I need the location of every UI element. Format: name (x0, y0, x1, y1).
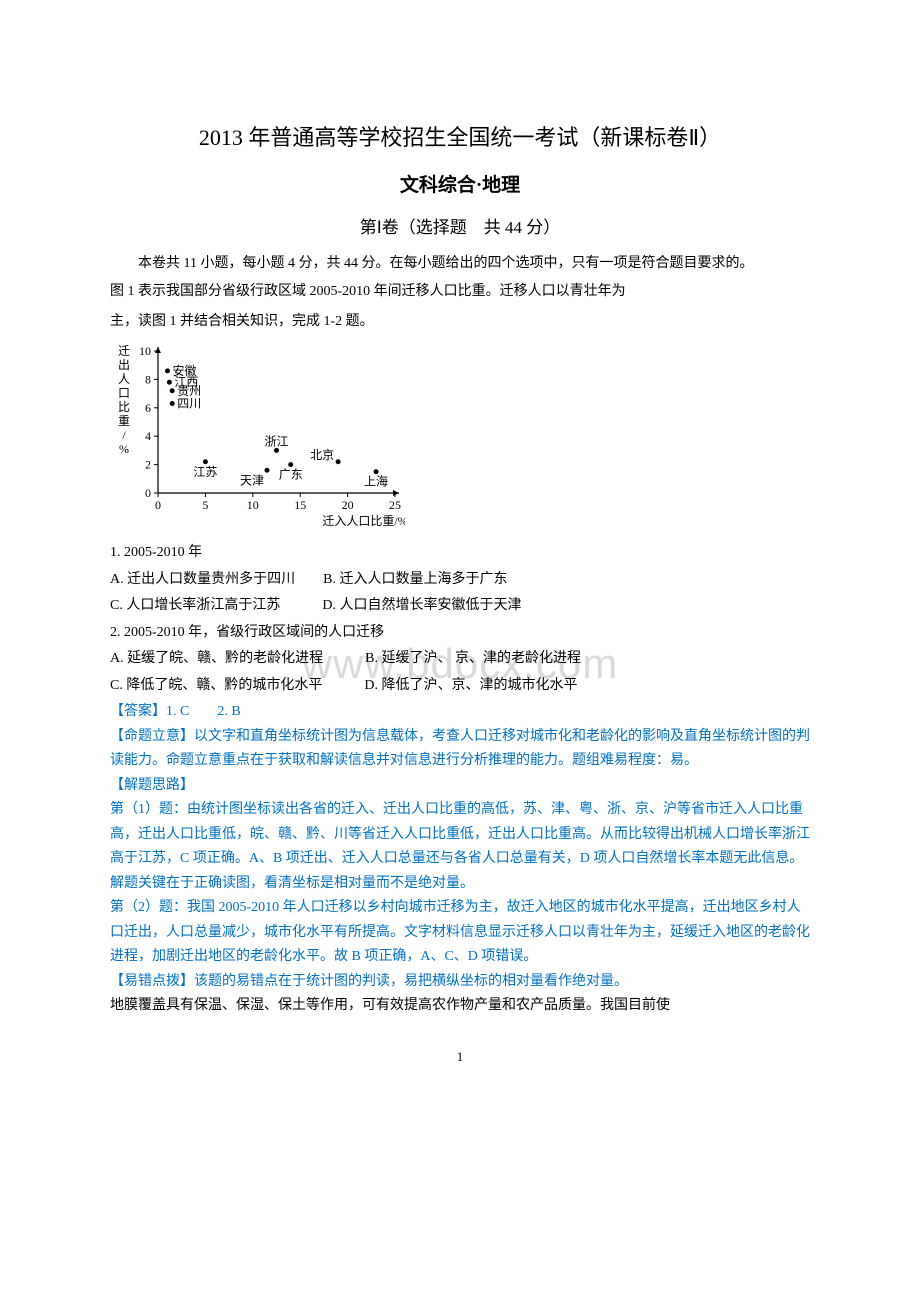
svg-text:6: 6 (145, 401, 151, 415)
svg-text:上海: 上海 (364, 474, 388, 489)
svg-text:人: 人 (118, 372, 130, 386)
q1-stem: 1. 2005-2010 年 (110, 541, 810, 566)
svg-text:10: 10 (139, 344, 151, 358)
q2-option-ab: A. 延缓了皖、赣、黔的老龄化进程 B. 延缓了沪、 京、津的老龄化进程 (110, 647, 810, 672)
intent: 【命题立意】以文字和直角坐标统计图为信息载体，考查人口迁移对城市化和老龄化的影响… (110, 725, 810, 774)
svg-text:四川: 四川 (177, 397, 201, 411)
svg-text:/: / (122, 428, 126, 442)
svg-text:15: 15 (294, 498, 306, 512)
answer: 【答案】1. C 2. B (110, 700, 810, 725)
svg-text:迁入人口比重/%: 迁入人口比重/% (322, 514, 405, 528)
scatter-chart: 05101520250246810迁入人口比重/%迁出人口比重/%安徽江西贵州四… (110, 341, 405, 531)
svg-text:口: 口 (118, 386, 130, 400)
point: 【易错点拨】该题的易错点在于统计图的判读，易把横纵坐标的相对量看作绝对量。 (110, 970, 810, 995)
svg-text:0: 0 (155, 498, 161, 512)
svg-text:4: 4 (145, 430, 151, 444)
svg-text:0: 0 (145, 486, 151, 500)
q1-option-ab: A. 迁出人口数量贵州多于四川 B. 迁入人口数量上海多于广东 (110, 568, 810, 593)
svg-text:比: 比 (118, 400, 130, 414)
instructions-2: 主，读图 1 并结合相关知识，完成 1-2 题。 (110, 310, 810, 334)
svg-text:5: 5 (202, 498, 208, 512)
chart-container: 05101520250246810迁入人口比重/%迁出人口比重/%安徽江西贵州四… (110, 341, 810, 531)
page-content: 2013 年普通高等学校招生全国统一考试（新课标卷Ⅱ） 文科综合·地理 第Ⅰ卷（… (110, 120, 810, 1065)
svg-text:重: 重 (118, 414, 130, 428)
title-section: 第Ⅰ卷（选择题 共 44 分） (110, 213, 810, 238)
svg-text:25: 25 (389, 498, 401, 512)
point-label: 【易错点拨】 (110, 974, 194, 989)
intro-text: 本卷共 11 小题，每小题 4 分，共 44 分。在每小题给出的四个选项中，只有… (110, 252, 810, 276)
q2-stem: 2. 2005-2010 年，省级行政区域间的人口迁移 (110, 621, 810, 646)
title-main: 2013 年普通高等学校招生全国统一考试（新课标卷Ⅱ） (110, 120, 810, 152)
svg-text:10: 10 (247, 498, 259, 512)
svg-text:%: % (119, 442, 129, 456)
svg-text:20: 20 (342, 498, 354, 512)
path-p1: 第（1）题：由统计图坐标读出各省的迁入、迁出人口比重的高低，苏、津、粤、浙、京、… (110, 798, 810, 896)
svg-text:2: 2 (145, 458, 151, 472)
point-text: 该题的易错点在于统计图的判读，易把横纵坐标的相对量看作绝对量。 (194, 974, 628, 989)
svg-text:天津: 天津 (240, 474, 264, 488)
svg-text:出: 出 (118, 358, 130, 372)
path-p2: 第（2）题：我国 2005-2010 年人口迁移以乡村向城市迁移为主，故迁入地区… (110, 896, 810, 970)
path-label: 【解题思路】 (110, 774, 810, 799)
svg-text:广东: 广东 (279, 468, 303, 482)
svg-text:8: 8 (145, 373, 151, 387)
intent-text: 以文字和直角坐标统计图为信息载体，考查人口迁移对城市化和老龄化的影响及直角坐标统… (110, 729, 810, 769)
title-sub: 文科综合·地理 (110, 170, 810, 197)
svg-text:北京: 北京 (310, 448, 334, 462)
svg-text:浙江: 浙江 (264, 435, 288, 449)
page-number: 1 (110, 1049, 810, 1065)
intent-label: 【命题立意】 (110, 729, 194, 744)
svg-text:江苏: 江苏 (193, 465, 217, 479)
instructions-1: 图 1 表示我国部分省级行政区域 2005-2010 年间迁移人口比重。迁移人口… (110, 280, 810, 304)
q1-option-cd: C. 人口增长率浙江高于江苏 D. 人口自然增长率安徽低于天津 (110, 594, 810, 619)
q2-option-cd: C. 降低了皖、赣、黔的城市化水平 D. 降低了沪、京、津的城市化水平 (110, 674, 810, 699)
svg-text:迁: 迁 (118, 344, 130, 358)
next-intro: 地膜覆盖具有保温、保湿、保土等作用，可有效提高农作物产量和农产品质量。我国目前使 (110, 994, 810, 1019)
